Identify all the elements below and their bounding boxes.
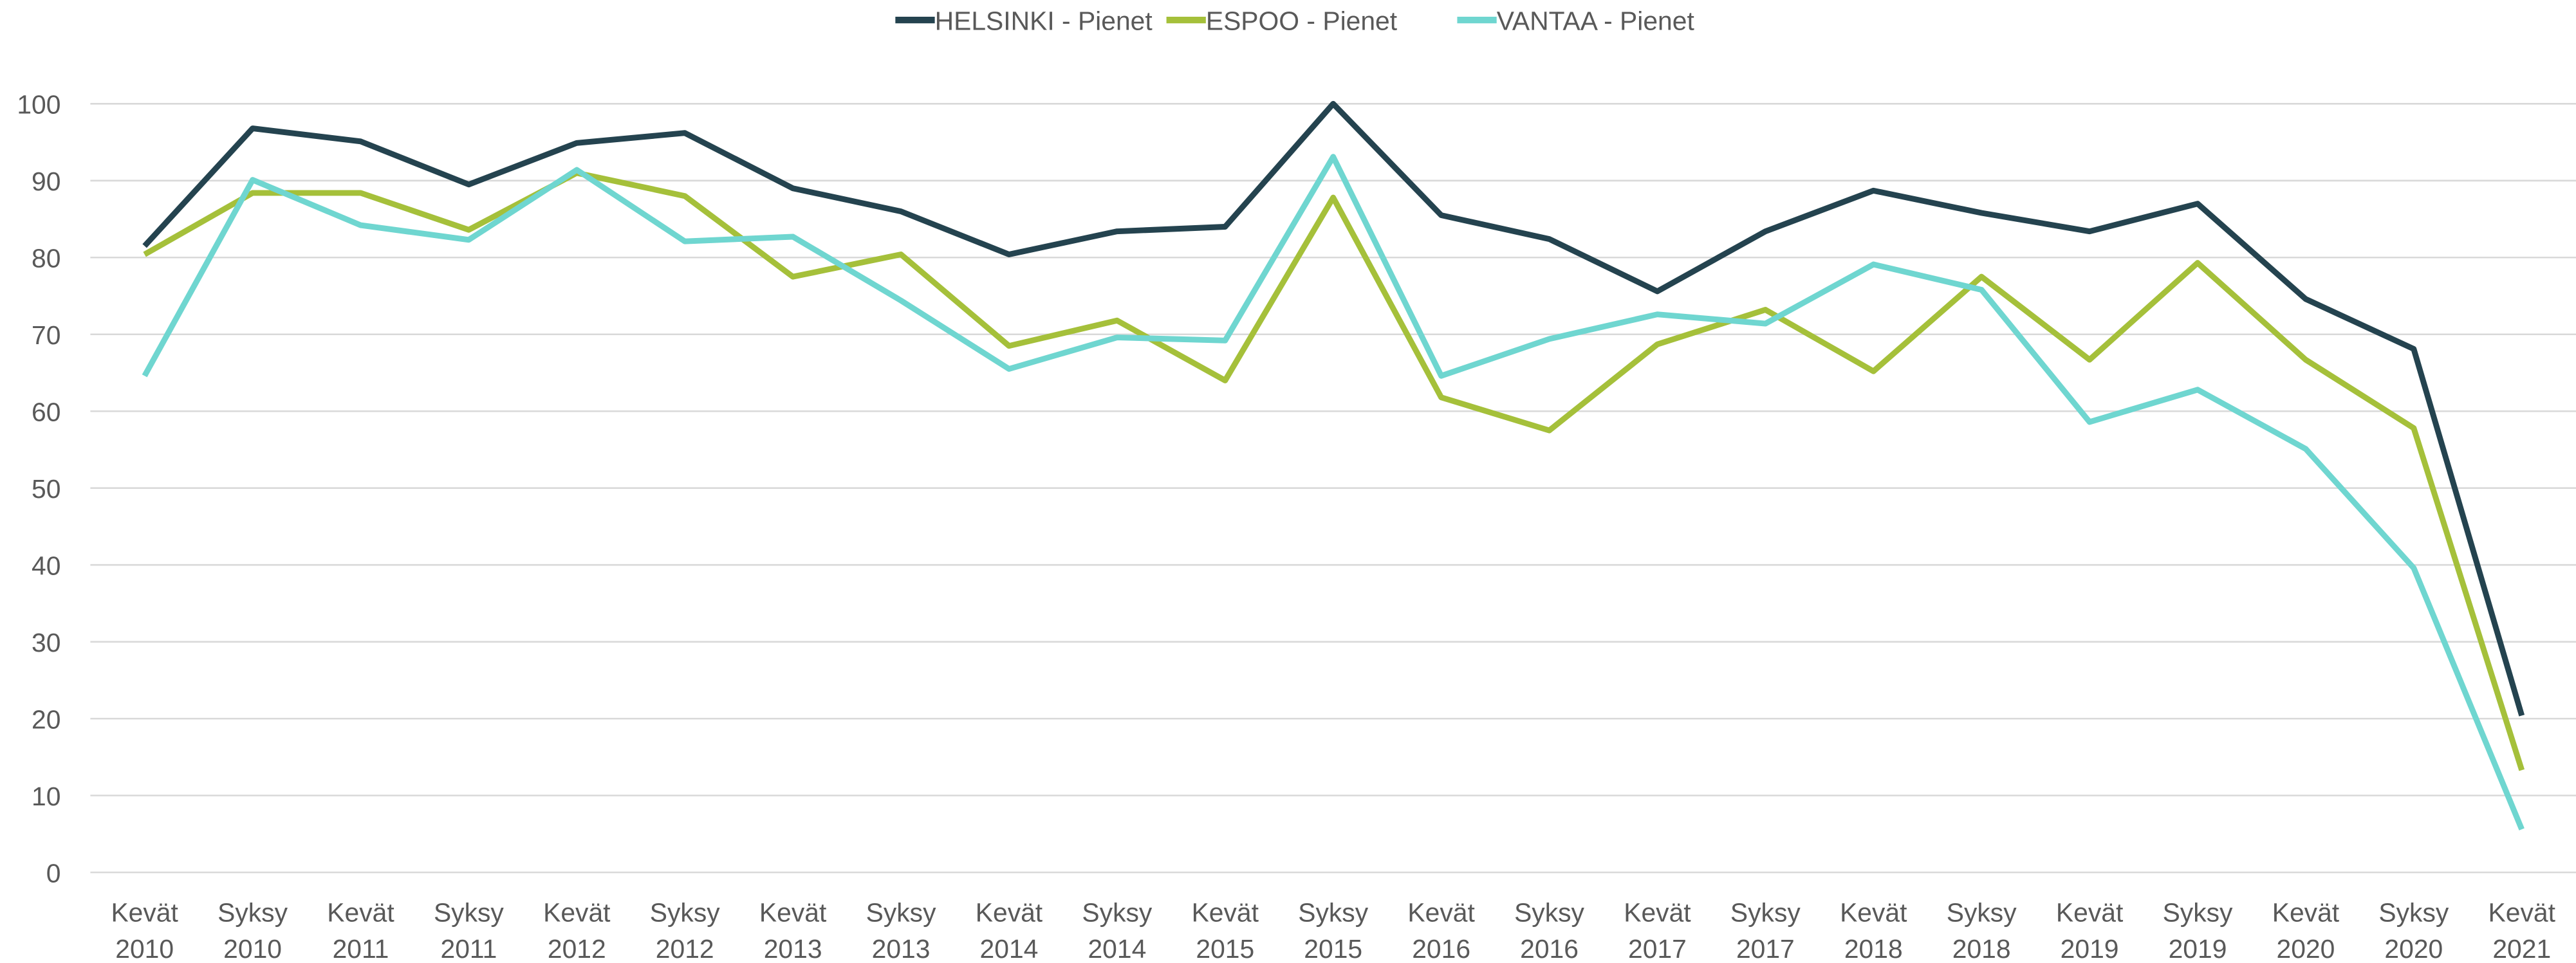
x-tick-label: Kevät 2017 [1624, 898, 1691, 963]
x-tick-label: Kevät 2020 [2272, 898, 2340, 963]
x-tick-label: Syksy 2012 [650, 898, 720, 963]
series-line [143, 170, 2525, 771]
x-tick-label: Kevät 2016 [1407, 898, 1475, 963]
legend-label: HELSINKI - Pienet [935, 6, 1153, 35]
x-tick-label: Syksy 2018 [1947, 898, 2017, 963]
series-line [142, 100, 2525, 717]
y-tick-label: 60 [32, 398, 60, 427]
x-tick-label: Kevät 2015 [1192, 898, 1259, 963]
x-tick-label: Syksy 2011 [434, 898, 504, 963]
x-tick-label: Syksy 2013 [866, 898, 936, 963]
y-tick-label: 0 [46, 858, 61, 888]
x-tick-label: Kevät 2014 [976, 898, 1043, 963]
x-tick-label: Syksy 2020 [2378, 898, 2449, 963]
x-tick-label: Kevät 2013 [759, 898, 827, 963]
x-tick-label: Syksy 2019 [2163, 898, 2233, 963]
x-tick-label: Kevät 2011 [327, 898, 394, 963]
x-tick-label: Syksy 2016 [1514, 898, 1584, 963]
x-tick-label: Syksy 2015 [1298, 898, 1368, 963]
y-tick-label: 40 [32, 551, 60, 581]
y-tick-label: 10 [32, 782, 60, 811]
y-tick-label: 30 [32, 628, 60, 657]
x-tick-label: Syksy 2017 [1730, 898, 1801, 963]
y-tick-label: 90 [32, 167, 60, 196]
x-tick-label: Kevät 2012 [543, 898, 611, 963]
x-tick-label: Kevät 2019 [2056, 898, 2124, 963]
x-tick-label: Kevät 2021 [2488, 898, 2556, 963]
y-tick-label: 70 [32, 320, 60, 350]
legend-label: ESPOO - Pienet [1206, 6, 1398, 35]
x-tick-label: Syksy 2010 [218, 898, 288, 963]
y-tick-label: 20 [32, 704, 60, 734]
x-tick-label: Syksy 2014 [1082, 898, 1152, 963]
series-line [142, 154, 2525, 830]
legend-label: VANTAA - Pienet [1497, 6, 1695, 35]
y-tick-label: 80 [32, 244, 60, 273]
y-tick-label: 100 [17, 90, 60, 120]
x-tick-label: Kevät 2010 [111, 898, 178, 963]
y-tick-label: 50 [32, 474, 60, 504]
x-tick-label: Kevät 2018 [1840, 898, 1907, 963]
